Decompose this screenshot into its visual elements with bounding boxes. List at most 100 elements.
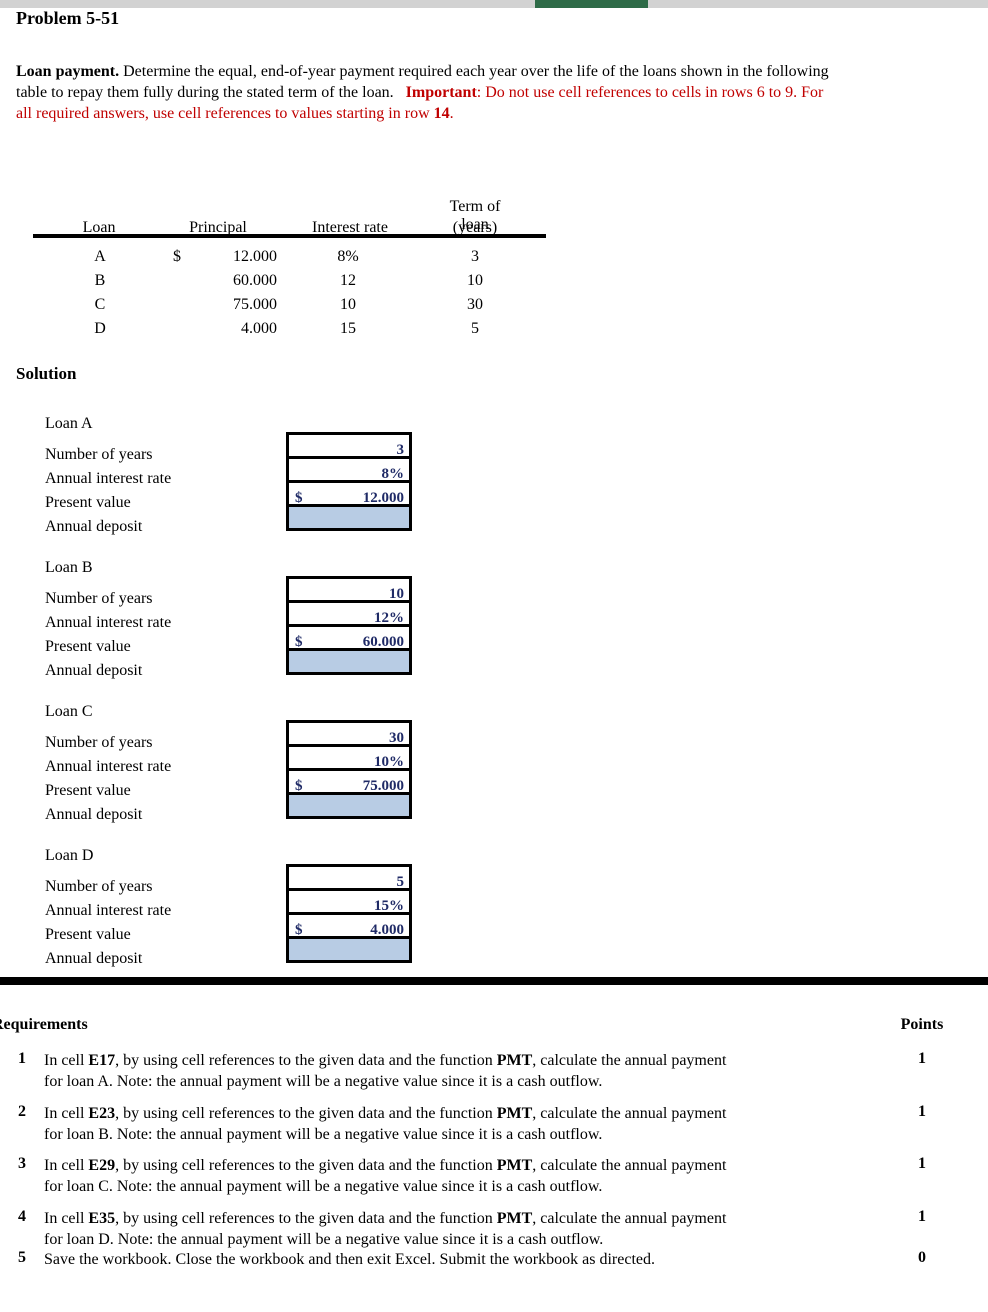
function-name: PMT xyxy=(496,1052,533,1069)
cell-loan: C xyxy=(94,296,106,313)
loan-c-label: Loan C xyxy=(45,703,93,720)
present-value-cell[interactable]: $60.000 xyxy=(289,627,409,651)
cell-term: 10 xyxy=(467,272,483,289)
label-annual-deposit: Annual deposit xyxy=(45,950,143,967)
label-number-of-years: Number of years xyxy=(45,878,153,895)
cell-term: 3 xyxy=(471,248,479,265)
label-annual-interest-rate: Annual interest rate xyxy=(45,614,172,631)
requirements-heading: Requirements xyxy=(0,1016,88,1033)
requirement-number: 2 xyxy=(18,1103,26,1120)
cell-reference: E17 xyxy=(88,1052,116,1069)
present-value-cell[interactable]: $75.000 xyxy=(289,771,409,795)
annual-deposit-answer-cell[interactable] xyxy=(289,651,409,672)
cell-rate: 10 xyxy=(340,296,356,313)
cell-principal: 60.000 xyxy=(233,272,277,289)
present-value-cell[interactable]: $12.000 xyxy=(289,483,409,507)
label-number-of-years: Number of years xyxy=(45,446,153,463)
requirement-text: Save the workbook. Close the workbook an… xyxy=(44,1251,655,1268)
loan-a-block: Loan A Number of years Annual interest r… xyxy=(0,415,520,555)
requirement-text: In cell E35, by using cell references to… xyxy=(44,1210,727,1248)
requirement-text: In cell E17, by using cell references to… xyxy=(44,1052,727,1090)
col-header-principal: Principal xyxy=(189,219,247,236)
function-name: PMT xyxy=(496,1105,533,1122)
label-annual-interest-rate: Annual interest rate xyxy=(45,758,172,775)
col-header-term-line1: Term of loan xyxy=(449,198,501,233)
cell-term: 5 xyxy=(471,320,479,337)
points-value: 1 xyxy=(918,1208,926,1225)
label-present-value: Present value xyxy=(45,926,131,943)
page-title: Problem 5-51 xyxy=(16,8,120,28)
loan-c-input-box: 30 10% $75.000 xyxy=(286,720,412,819)
requirement-number: 4 xyxy=(18,1208,26,1225)
top-scroll-thumb[interactable] xyxy=(535,0,648,8)
cell-principal: 12.000 xyxy=(233,248,277,265)
points-header: Points xyxy=(900,1016,944,1033)
solution-heading: Solution xyxy=(16,364,77,383)
loan-a-label: Loan A xyxy=(45,415,93,432)
section-divider-bar xyxy=(0,977,988,985)
cell-loan: B xyxy=(94,272,106,289)
rate-cell[interactable]: 15% xyxy=(289,891,409,915)
label-annual-interest-rate: Annual interest rate xyxy=(45,470,172,487)
intro-line-1: Loan payment. Determine the equal, end-o… xyxy=(16,63,829,80)
cell-principal: 4.000 xyxy=(241,320,277,337)
intro-bold-lead: Loan payment. xyxy=(16,63,120,80)
col-header-term-line2: (years) xyxy=(452,219,498,236)
important-label: Important xyxy=(405,84,477,101)
label-number-of-years: Number of years xyxy=(45,590,153,607)
present-value-cell[interactable]: $4.000 xyxy=(289,915,409,939)
loan-d-label: Loan D xyxy=(45,847,94,864)
intro-line-2: table to repay them fully during the sta… xyxy=(16,84,824,101)
loan-b-label: Loan B xyxy=(45,559,93,576)
loan-d-block: Loan D Number of years Annual interest r… xyxy=(0,847,520,987)
loan-b-block: Loan B Number of years Annual interest r… xyxy=(0,559,520,699)
label-annual-deposit: Annual deposit xyxy=(45,518,143,535)
dollar-sign: $ xyxy=(295,634,303,650)
function-name: PMT xyxy=(496,1157,533,1174)
annual-deposit-answer-cell[interactable] xyxy=(289,507,409,528)
cell-principal: 75.000 xyxy=(233,296,277,313)
requirement-number: 3 xyxy=(18,1155,26,1172)
points-value: 1 xyxy=(918,1103,926,1120)
requirement-text: In cell E29, by using cell references to… xyxy=(44,1157,727,1195)
cell-reference: E35 xyxy=(88,1210,116,1227)
years-cell[interactable]: 3 xyxy=(289,435,409,459)
requirement-number: 1 xyxy=(18,1050,26,1067)
label-annual-deposit: Annual deposit xyxy=(45,806,143,823)
intro-line-3: all required answers, use cell reference… xyxy=(16,105,454,122)
annual-deposit-answer-cell[interactable] xyxy=(289,795,409,816)
cell-rate: 8% xyxy=(337,248,359,265)
col-header-loan: Loan xyxy=(82,219,116,236)
col-header-interest-rate: Interest rate xyxy=(312,219,388,236)
cell-rate: 12 xyxy=(340,272,356,289)
years-cell[interactable]: 30 xyxy=(289,723,409,747)
rate-cell[interactable]: 10% xyxy=(289,747,409,771)
annual-deposit-answer-cell[interactable] xyxy=(289,939,409,960)
rate-cell[interactable]: 8% xyxy=(289,459,409,483)
function-name: PMT xyxy=(496,1210,533,1227)
intro-paragraph: Loan payment. Determine the equal, end-o… xyxy=(16,61,976,124)
loan-b-input-box: 10 12% $60.000 xyxy=(286,576,412,675)
cell-rate: 15 xyxy=(340,320,356,337)
points-value: 1 xyxy=(918,1050,926,1067)
loan-a-input-box: 3 8% $12.000 xyxy=(286,432,412,531)
label-present-value: Present value xyxy=(45,782,131,799)
rate-cell[interactable]: 12% xyxy=(289,603,409,627)
label-annual-deposit: Annual deposit xyxy=(45,662,143,679)
cell-currency: $ xyxy=(173,248,181,265)
loan-c-block: Loan C Number of years Annual interest r… xyxy=(0,703,520,843)
years-cell[interactable]: 10 xyxy=(289,579,409,603)
cell-reference: E29 xyxy=(88,1157,116,1174)
label-number-of-years: Number of years xyxy=(45,734,153,751)
dollar-sign: $ xyxy=(295,490,303,506)
label-annual-interest-rate: Annual interest rate xyxy=(45,902,172,919)
requirement-number: 5 xyxy=(18,1249,26,1266)
points-value: 0 xyxy=(918,1249,926,1266)
cell-term: 30 xyxy=(467,296,483,313)
label-present-value: Present value xyxy=(45,638,131,655)
loan-d-input-box: 5 15% $4.000 xyxy=(286,864,412,963)
label-present-value: Present value xyxy=(45,494,131,511)
points-value: 1 xyxy=(918,1155,926,1172)
table-header-rule xyxy=(33,234,546,238)
years-cell[interactable]: 5 xyxy=(289,867,409,891)
